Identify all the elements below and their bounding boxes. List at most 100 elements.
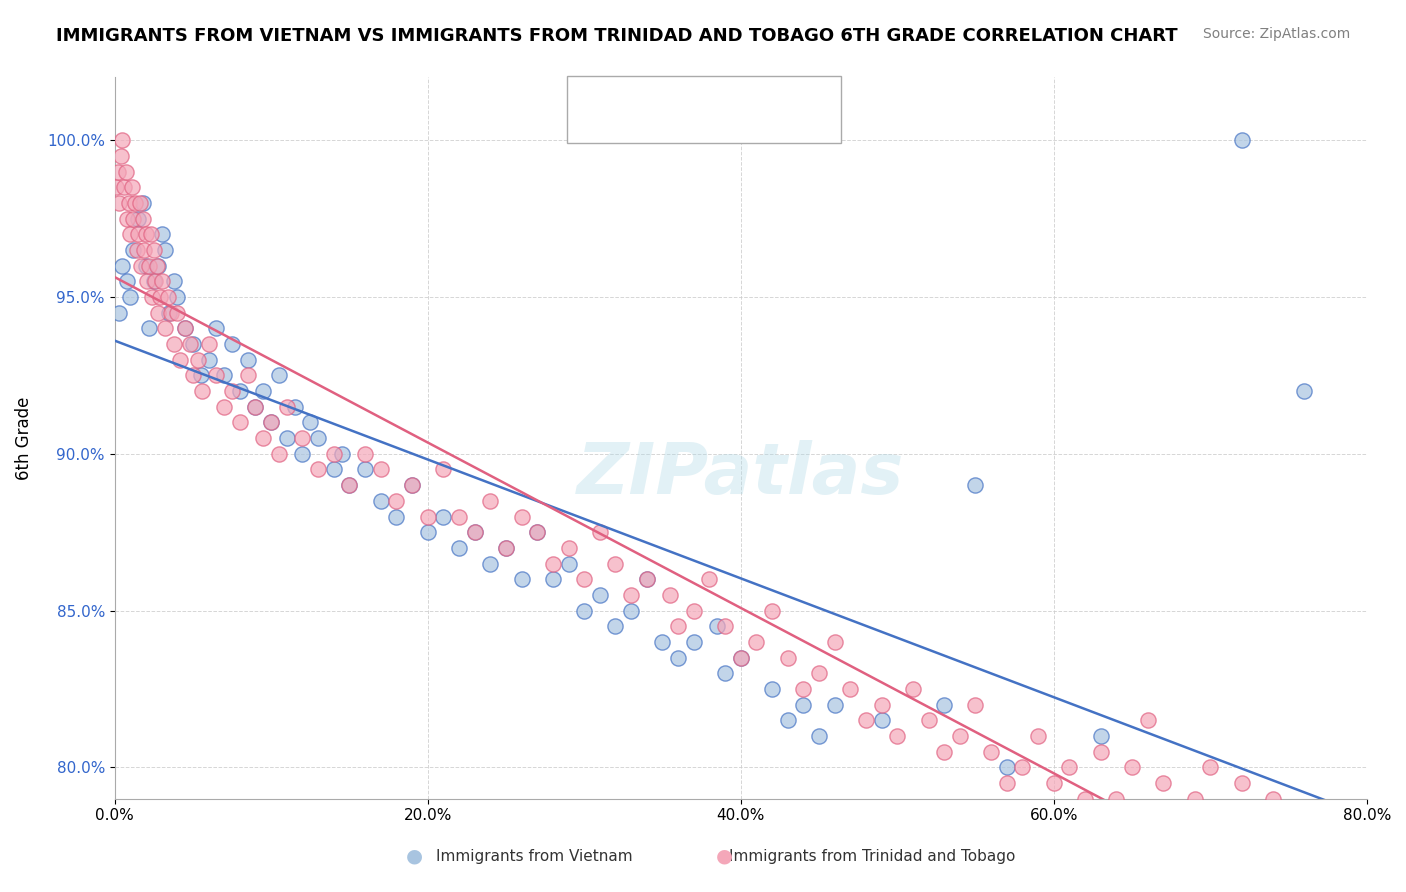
Point — [1294, 384, 1316, 398]
Point — [479, 557, 502, 571]
Point — [354, 462, 377, 476]
Text: -0.065: -0.065 — [661, 85, 725, 103]
Point — [197, 352, 219, 367]
Point — [464, 525, 486, 540]
Point — [108, 195, 131, 210]
Point — [1246, 823, 1268, 838]
Point — [1168, 807, 1191, 822]
Point — [620, 588, 643, 602]
Point — [682, 635, 704, 649]
Point — [1199, 760, 1222, 774]
Point — [1136, 714, 1159, 728]
Point — [605, 557, 627, 571]
Point — [589, 525, 612, 540]
Point — [124, 195, 146, 210]
Point — [1261, 791, 1284, 805]
Point — [1121, 760, 1143, 774]
Point — [886, 729, 908, 743]
Point — [135, 259, 157, 273]
Point — [136, 274, 159, 288]
Point — [1074, 791, 1097, 805]
Text: 0.246: 0.246 — [661, 114, 717, 132]
Point — [260, 416, 283, 430]
Point — [557, 557, 579, 571]
Text: 74: 74 — [787, 85, 813, 103]
Point — [299, 416, 322, 430]
Point — [1026, 729, 1049, 743]
Point — [291, 447, 314, 461]
Point — [995, 760, 1018, 774]
Point — [141, 290, 163, 304]
Point — [191, 384, 214, 398]
Point — [339, 478, 361, 492]
Text: N =: N = — [731, 114, 779, 132]
Point — [934, 698, 956, 712]
Point — [714, 619, 737, 633]
Point — [589, 588, 612, 602]
Point — [401, 478, 423, 492]
Point — [221, 337, 243, 351]
Text: N =: N = — [731, 85, 779, 103]
Point — [1105, 791, 1128, 805]
Point — [276, 431, 298, 445]
Point — [153, 243, 176, 257]
Point — [120, 290, 142, 304]
Point — [181, 337, 204, 351]
Point — [138, 321, 160, 335]
Point — [934, 745, 956, 759]
Point — [572, 604, 595, 618]
Point — [160, 306, 183, 320]
Point — [1152, 776, 1174, 790]
Text: IMMIGRANTS FROM VIETNAM VS IMMIGRANTS FROM TRINIDAD AND TOBAGO 6TH GRADE CORRELA: IMMIGRANTS FROM VIETNAM VS IMMIGRANTS FR… — [56, 27, 1178, 45]
Point — [792, 681, 814, 696]
Point — [322, 447, 344, 461]
Point — [807, 666, 830, 681]
Point — [129, 259, 152, 273]
Text: 114: 114 — [787, 114, 825, 132]
Point — [824, 635, 846, 649]
Point — [636, 572, 658, 586]
Point — [370, 462, 392, 476]
Point — [112, 180, 135, 194]
Point — [205, 368, 228, 383]
Point — [245, 400, 267, 414]
Point — [339, 478, 361, 492]
Point — [526, 525, 548, 540]
Point — [163, 337, 186, 351]
Point — [824, 698, 846, 712]
Point — [495, 541, 517, 555]
Point — [122, 211, 145, 226]
Point — [541, 557, 564, 571]
Point — [135, 227, 157, 242]
Point — [730, 650, 752, 665]
Point — [699, 572, 721, 586]
Point — [447, 541, 470, 555]
Point — [901, 681, 924, 696]
Point — [245, 400, 267, 414]
Point — [745, 635, 768, 649]
Point — [1059, 760, 1081, 774]
Point — [157, 306, 180, 320]
Point — [1011, 760, 1033, 774]
Point — [479, 493, 502, 508]
Point — [870, 698, 893, 712]
Point — [142, 243, 165, 257]
Point — [682, 604, 704, 618]
Point — [205, 321, 228, 335]
Point — [495, 541, 517, 555]
Point — [510, 509, 533, 524]
Point — [110, 149, 132, 163]
Point — [143, 274, 166, 288]
Point — [252, 384, 274, 398]
Text: Immigrants from Vietnam: Immigrants from Vietnam — [436, 849, 633, 863]
Point — [792, 698, 814, 712]
Point — [212, 368, 235, 383]
Point — [132, 195, 155, 210]
Point — [370, 493, 392, 508]
Point — [416, 525, 439, 540]
Point — [1090, 745, 1112, 759]
Point — [666, 619, 689, 633]
Point — [980, 745, 1002, 759]
Point — [322, 462, 344, 476]
Point — [464, 525, 486, 540]
